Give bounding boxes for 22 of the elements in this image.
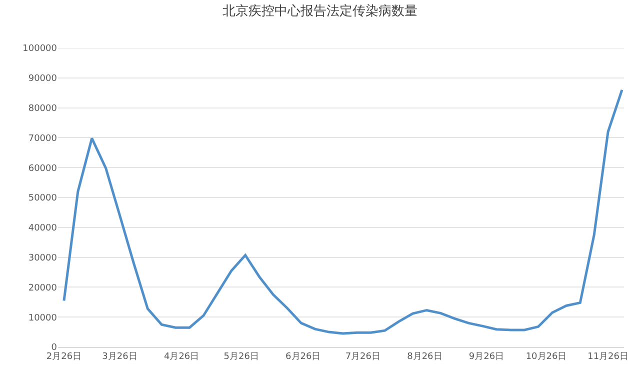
x-tick-label: 6月26日 <box>286 352 321 362</box>
x-tick-label: 7月26日 <box>345 352 381 362</box>
y-tick-label: 70000 <box>28 134 58 144</box>
y-tick-label: 80000 <box>28 104 58 114</box>
y-tick-label: 60000 <box>28 164 58 174</box>
y-tick-label: 20000 <box>28 283 58 294</box>
y-tick-label: 10000 <box>28 313 58 324</box>
y-tick-label: 90000 <box>28 74 58 84</box>
y-tick-label: 100000 <box>22 44 58 54</box>
x-tick-label: 3月26日 <box>102 352 138 362</box>
x-tick-label: 8月26日 <box>407 352 442 362</box>
x-tick-label: 10月26日 <box>526 352 567 362</box>
x-tick-label: 11月26日 <box>588 352 629 362</box>
x-tick-label: 9月26日 <box>468 352 504 362</box>
y-tick-label: 40000 <box>28 224 58 234</box>
y-tick-label: 30000 <box>28 253 58 264</box>
y-tick-label: 50000 <box>28 194 58 204</box>
y-tick-label: 0 <box>51 343 58 354</box>
x-tick-label: 5月26日 <box>224 352 259 362</box>
x-tick-label: 4月26日 <box>164 352 200 362</box>
chart-title: 北京疾控中心报告法定传染病数量 <box>222 2 418 19</box>
x-tick-label: 2月26日 <box>46 352 82 362</box>
